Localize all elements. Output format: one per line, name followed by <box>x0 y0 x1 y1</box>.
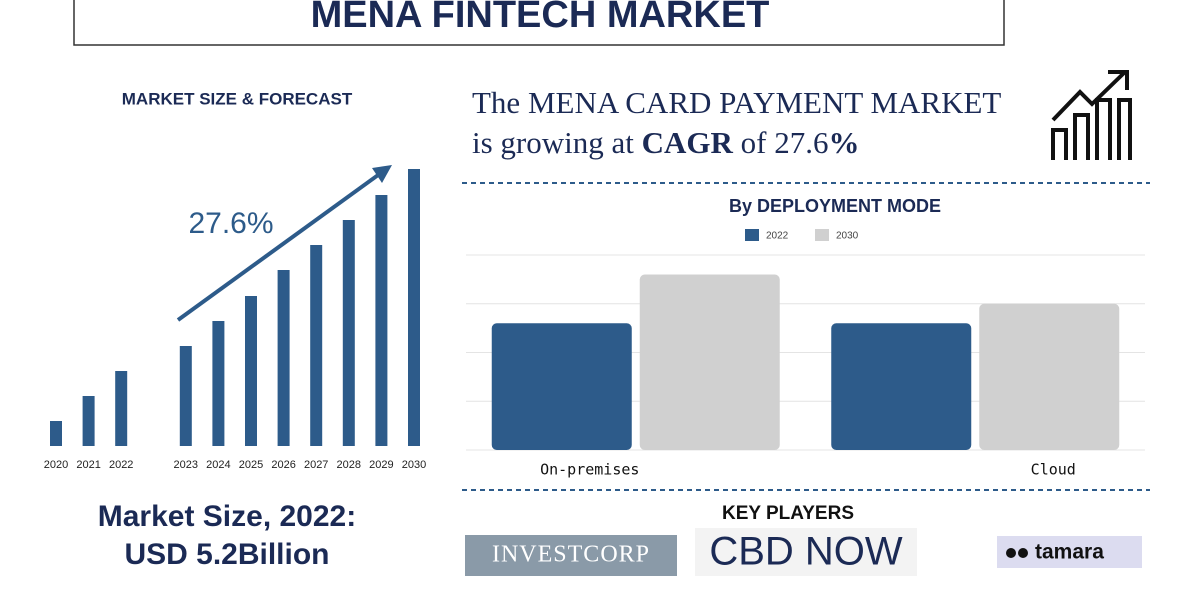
title: MENA FINTECH MARKET <box>311 0 770 36</box>
text: % <box>828 125 859 160</box>
market-size: USD 5.2Billion <box>124 538 329 571</box>
title-box <box>73 0 1005 46</box>
bar <box>831 323 972 450</box>
logo-box <box>465 535 677 576</box>
x-tick-label: 2029 <box>369 459 393 471</box>
legend-swatch <box>745 229 759 241</box>
chart-title: By DEPLOYMENT MODE <box>729 196 941 216</box>
x-tick-label: 2020 <box>44 459 68 471</box>
x-tick-label: 2024 <box>206 459 230 471</box>
growth-icon <box>1051 70 1132 160</box>
x-tick-label: Cloud <box>1031 461 1076 479</box>
x-tick-label: 2030 <box>402 459 426 471</box>
bar <box>245 296 257 446</box>
bar <box>310 245 323 446</box>
market-size: Market Size, 2022: <box>98 500 356 533</box>
bar <box>50 421 62 446</box>
legend-label: 2030 <box>836 231 859 242</box>
bar <box>342 220 355 446</box>
logo: tamara <box>1035 541 1104 564</box>
x-tick-label: 2025 <box>239 459 263 471</box>
x-tick-label: 2028 <box>337 459 361 471</box>
logo: INVESTCORP <box>492 542 650 568</box>
bar <box>115 371 128 446</box>
logo-icon <box>1018 548 1028 558</box>
key-players-title: KEY PLAYERS <box>722 503 854 524</box>
arrow-head <box>372 165 392 183</box>
bar <box>212 321 225 446</box>
x-tick-label: 2021 <box>76 459 100 471</box>
bar <box>408 169 420 446</box>
legend-swatch <box>815 229 829 241</box>
text: is growing at <box>472 125 642 160</box>
headline: is growing at CAGR of 27.6% <box>472 125 859 160</box>
bar <box>979 303 1120 450</box>
annotation: 27.6% <box>188 207 273 240</box>
bar <box>375 195 388 446</box>
logo: CBD NOW <box>709 530 903 574</box>
bar <box>491 323 632 450</box>
logo-box <box>695 528 917 576</box>
x-tick-label: 2023 <box>174 459 198 471</box>
bar <box>179 346 192 446</box>
x-tick-label: 2027 <box>304 459 328 471</box>
trend-arrow <box>176 168 387 322</box>
x-tick-label: 2022 <box>109 459 133 471</box>
legend-label: 2022 <box>766 231 789 242</box>
logo-icon <box>1006 548 1016 558</box>
bar <box>639 274 780 450</box>
headline: The MENA CARD PAYMENT MARKET <box>472 85 1001 120</box>
text: of 27.6 <box>733 125 829 160</box>
bar <box>82 396 95 446</box>
bar <box>277 270 290 446</box>
chart-title: MARKET SIZE & FORECAST <box>122 89 353 108</box>
x-tick-label: On-premises <box>540 461 639 479</box>
text: CAGR <box>642 125 734 160</box>
x-tick-label: 2026 <box>271 459 295 471</box>
